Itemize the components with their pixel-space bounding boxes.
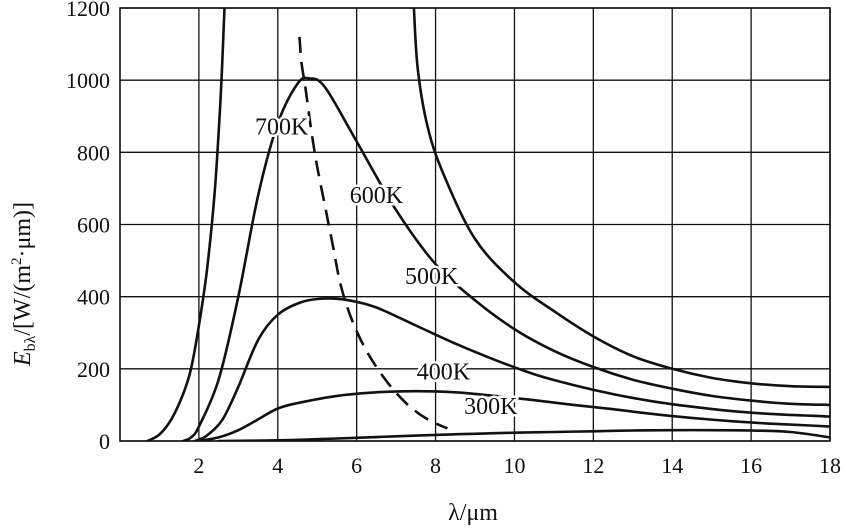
curve-700k: [146, 8, 226, 441]
x-tick-label: 6: [351, 453, 362, 478]
peak-locus: [298, 36, 448, 430]
y-tick-labels: 0 200 400 600 800 1000 1200: [66, 0, 110, 454]
y-tick-label: 800: [77, 140, 110, 165]
x-tick-label: 12: [582, 453, 604, 478]
y-axis-label-unit-b: ·μm)]: [10, 202, 36, 258]
x-tick-label: 2: [193, 453, 204, 478]
x-tick-labels: 2 4 6 8 10 12 14 16 18: [193, 453, 841, 478]
y-tick-label: 0: [99, 429, 110, 454]
plot-frame: [119, 7, 831, 442]
y-axis-label-subscript: bλ: [22, 335, 39, 351]
curve-500k: [193, 297, 830, 441]
y-axis-label-superscript: 2: [9, 257, 25, 265]
y-axis-label: Ebλ/[W/(m2·μm)]: [9, 202, 39, 367]
plot-border: [119, 7, 831, 442]
curve-labels: 700K 600K 500K 400K 300K: [253, 112, 521, 423]
y-tick-label: 400: [77, 285, 110, 310]
curve-700k: [412, 8, 830, 389]
curve-label-300k: 300K: [464, 394, 518, 420]
curves: [146, 8, 830, 441]
y-tick-label: 200: [77, 357, 110, 382]
y-axis-label-unit-a: /[W/(m: [10, 265, 36, 336]
x-tick-label: 18: [819, 453, 841, 478]
curve-300k: [217, 428, 830, 441]
x-axis-label: λ/μm: [448, 500, 498, 526]
x-tick-label: 16: [740, 453, 762, 478]
curve-label-500k: 500K: [405, 264, 459, 290]
curve-400k: [197, 389, 830, 441]
y-tick-label: 600: [77, 213, 110, 238]
curve-label-700k: 700K: [255, 114, 309, 140]
grid: [120, 7, 831, 442]
curve-label-400k: 400K: [417, 360, 471, 386]
y-tick-label: 1200: [66, 0, 110, 21]
x-tick-label: 10: [503, 453, 525, 478]
x-tick-label: 4: [272, 453, 283, 478]
x-tick-label: 8: [430, 453, 441, 478]
curve-600k: [181, 76, 830, 441]
peak-locus-line: [298, 36, 448, 430]
y-tick-label: 1000: [66, 68, 110, 93]
curve-label-600k: 600K: [350, 183, 404, 209]
y-axis-label-symbol: E: [10, 351, 36, 367]
x-tick-label: 14: [661, 453, 683, 478]
